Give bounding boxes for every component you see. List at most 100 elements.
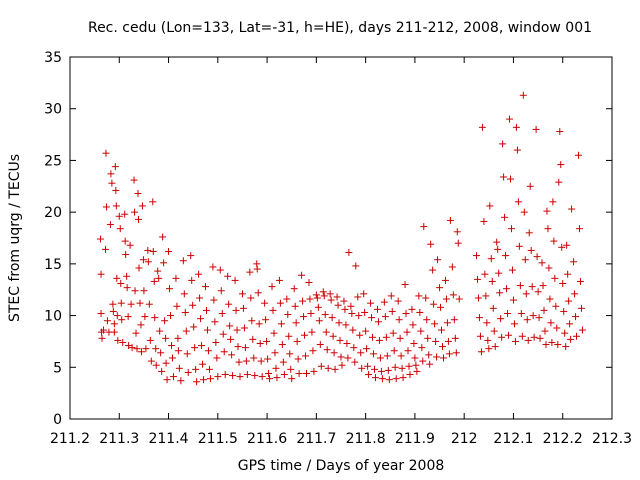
data-point [210,296,218,304]
data-point [424,334,432,342]
data-point [391,363,399,371]
data-point [233,326,241,334]
data-point [234,343,242,351]
data-point [433,353,441,361]
data-point [338,361,346,369]
data-point [293,337,301,345]
data-point [362,327,370,335]
data-point [571,290,579,298]
data-point [354,293,362,301]
data-point [247,294,255,302]
data-point [250,354,258,362]
data-point [551,274,559,282]
data-point [144,258,152,266]
data-point [331,365,339,373]
data-point [193,378,201,386]
data-point [425,351,433,359]
data-point [249,335,257,343]
data-point [258,373,266,381]
data-point [216,266,224,274]
data-point [145,300,153,308]
data-point [561,329,569,337]
data-point [450,316,458,324]
data-point [131,208,139,216]
data-point [224,272,232,280]
data-point [313,294,321,302]
data-point [363,345,371,353]
data-point [196,294,204,302]
data-point [506,175,514,183]
data-point [385,376,393,384]
data-point [368,314,376,322]
data-point [301,331,309,339]
data-point [147,357,155,365]
data-point [408,305,416,313]
data-point [565,297,573,305]
data-point [437,303,445,311]
data-point [235,358,243,366]
data-point [356,331,364,339]
data-point [516,282,524,290]
data-point [118,316,126,324]
y-axis-label: STEC from uqrg / TECUs [7,154,23,322]
data-point [305,278,313,286]
data-point [248,317,256,325]
data-point [309,347,317,355]
x-tick-label: 212.2 [543,431,583,447]
data-point [480,217,488,225]
data-point [329,332,337,340]
data-point [302,352,310,360]
data-point [270,329,278,337]
data-point [376,354,384,362]
data-point [345,248,353,256]
data-point [567,335,575,343]
data-point [442,295,450,303]
data-point [295,369,303,377]
data-point [413,367,421,375]
data-point [533,253,541,261]
data-point [364,362,372,370]
data-point [287,365,295,373]
data-point [141,313,149,321]
data-point [231,276,239,284]
data-point [218,310,226,318]
data-point [316,341,324,349]
data-point [255,320,263,328]
data-point [188,276,196,284]
data-point [419,357,427,365]
data-point [495,269,503,277]
data-point [431,320,439,328]
data-point [137,321,145,329]
data-point [404,347,412,355]
data-point [217,287,225,295]
data-point [540,306,548,314]
data-point [367,299,375,307]
data-point [418,344,426,352]
data-point [306,295,314,303]
data-point [478,123,486,131]
data-point [384,366,392,374]
data-point [308,328,316,336]
data-point [324,364,332,372]
data-point [554,341,562,349]
data-point [557,161,565,169]
data-point [232,306,240,314]
data-point [396,334,404,342]
x-axis-ticks: 211.2 211.3 211.4 211.5 211.6 211.7 211.8 211.9… [50,57,632,447]
data-point [102,149,110,157]
y-tick-label: 20 [44,205,62,221]
data-point [168,342,176,350]
data-point [532,125,540,133]
data-point [441,276,449,284]
data-point [291,302,299,310]
data-point [202,283,209,291]
data-point [137,348,145,356]
data-point [181,308,189,316]
data-point [254,289,262,297]
data-point [380,298,388,306]
data-point [131,287,139,295]
data-point [136,299,144,307]
data-point [320,292,328,300]
data-point [321,311,329,319]
data-point [387,292,395,300]
